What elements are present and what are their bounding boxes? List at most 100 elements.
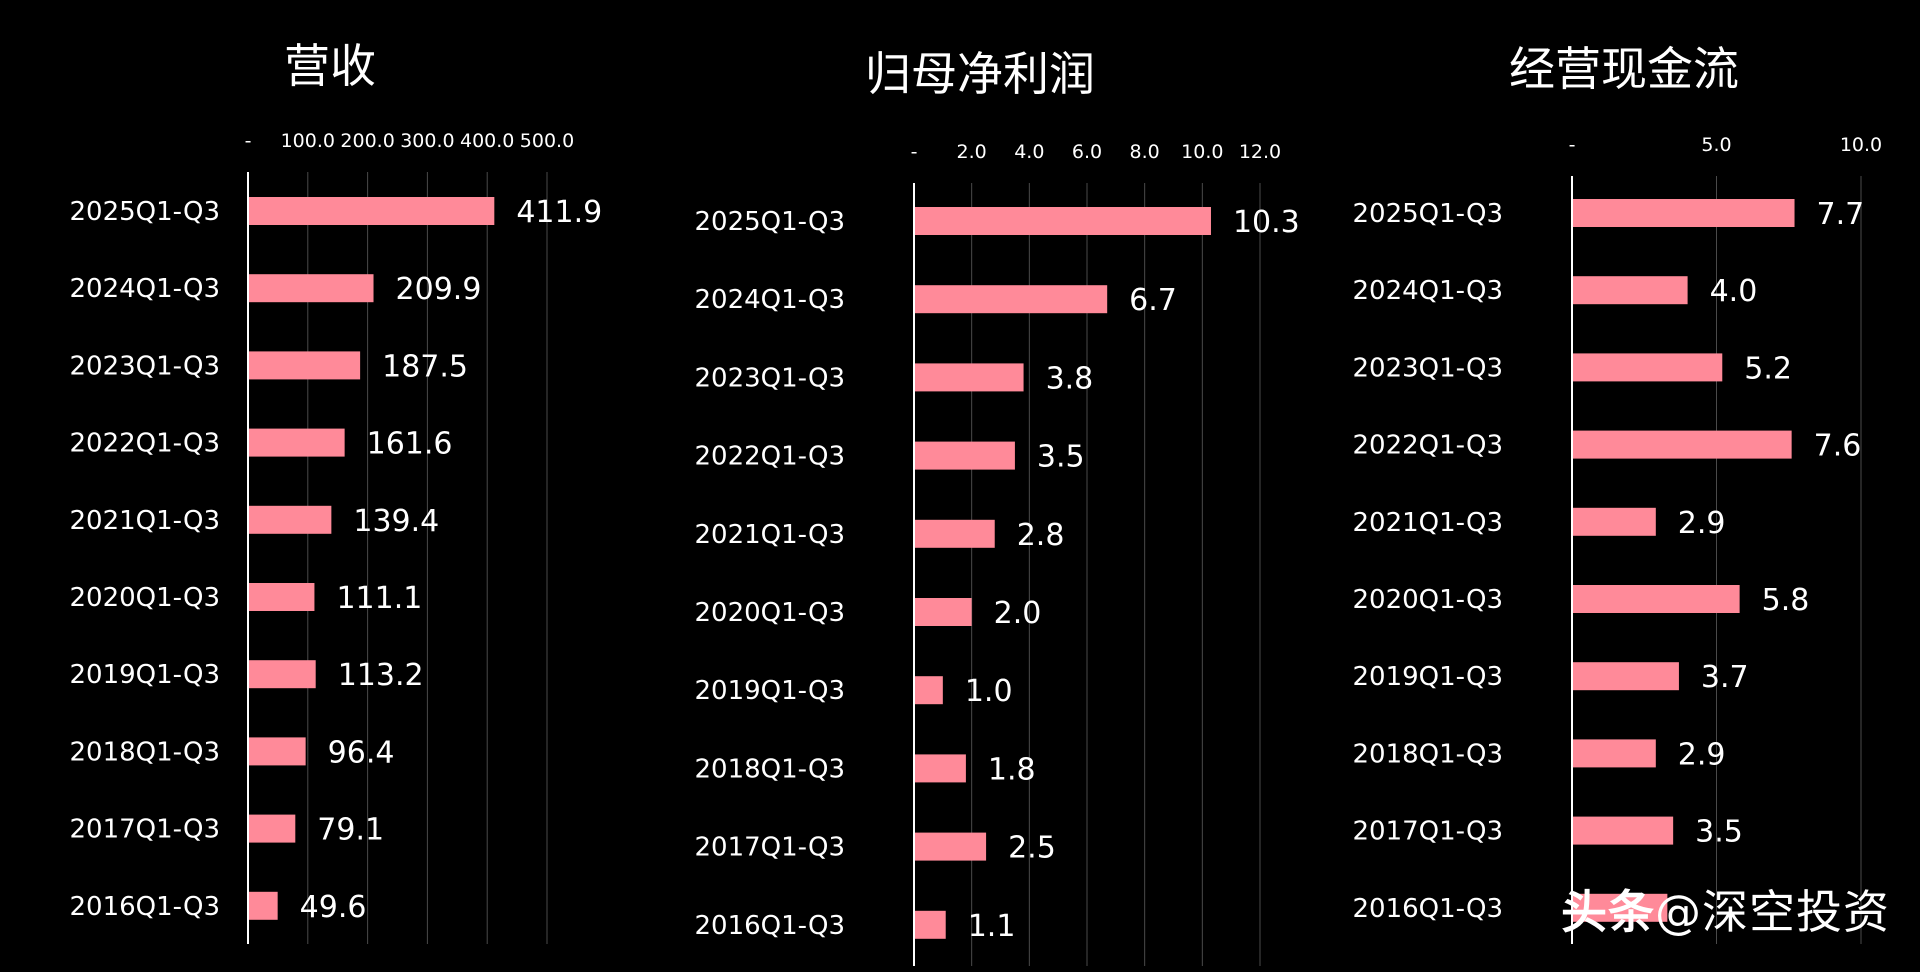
bar	[1572, 585, 1740, 613]
category-label: 2024Q1-Q3	[694, 285, 845, 315]
data-label: 1.1	[968, 909, 1016, 944]
data-label: 4.0	[1710, 274, 1758, 309]
watermark-handle: @深空投资	[1655, 885, 1890, 939]
category-label: 2025Q1-Q3	[1352, 199, 1503, 229]
tick-label: 10.0	[1840, 134, 1882, 156]
tick-label: 8.0	[1130, 141, 1160, 163]
bar	[1572, 893, 1668, 922]
tick-label: 5.0	[1701, 134, 1731, 156]
data-label: 49.6	[300, 890, 367, 925]
category-label: 2023Q1-Q3	[1352, 353, 1503, 383]
bar	[248, 660, 316, 689]
data-label: 7.7	[1817, 197, 1865, 232]
data-label: 79.1	[317, 813, 384, 848]
watermark-brand: 头条	[1561, 885, 1655, 939]
category-label: 2017Q1-Q3	[69, 815, 220, 845]
data-label: 7.6	[1814, 429, 1862, 464]
bar	[1572, 662, 1679, 691]
category-label: 2016Q1-Q3	[694, 911, 845, 941]
category-label: 2020Q1-Q3	[694, 598, 845, 628]
tick-label: -	[911, 141, 918, 163]
data-label: 111.1	[336, 581, 422, 616]
data-label: 1.0	[965, 674, 1013, 709]
data-label: 2.0	[994, 596, 1042, 631]
category-label: 2018Q1-Q3	[694, 754, 845, 784]
category-label: 2016Q1-Q3	[69, 892, 220, 922]
bar	[914, 910, 946, 939]
category-label: 2021Q1-Q3	[694, 520, 845, 550]
data-label: 209.9	[396, 272, 482, 307]
data-label: 5.2	[1744, 351, 1792, 386]
tick-label: -	[245, 130, 252, 152]
data-label: 2.8	[1017, 518, 1065, 553]
tick-label: -	[1569, 134, 1576, 156]
bar	[914, 832, 987, 861]
bar	[914, 754, 966, 783]
bar	[248, 505, 332, 534]
bar	[914, 285, 1108, 314]
category-label: 2019Q1-Q3	[69, 660, 220, 690]
bar	[914, 676, 943, 705]
data-label: 96.4	[328, 735, 395, 770]
tick-label: 6.0	[1072, 141, 1102, 163]
bar	[914, 363, 1024, 392]
category-label: 2018Q1-Q3	[1352, 739, 1503, 769]
bar	[914, 207, 1211, 235]
category-label: 2016Q1-Q3	[1352, 894, 1503, 924]
category-label: 2022Q1-Q3	[69, 429, 220, 459]
data-label: 161.6	[367, 427, 453, 462]
data-label: 3.8	[1046, 361, 1094, 396]
category-label: 2019Q1-Q3	[694, 676, 845, 706]
bar	[1572, 199, 1795, 227]
bar	[914, 598, 972, 626]
bar	[248, 737, 306, 766]
tick-label: 400.0	[460, 130, 514, 152]
bar	[1572, 276, 1688, 305]
category-label: 2023Q1-Q3	[69, 351, 220, 381]
category-label: 2020Q1-Q3	[1352, 585, 1503, 615]
bar	[1572, 739, 1656, 768]
data-label: 139.4	[353, 504, 439, 539]
data-label: 187.5	[382, 349, 468, 384]
category-label: 2021Q1-Q3	[1352, 508, 1503, 538]
data-label: 3.5	[1695, 815, 1743, 850]
data-label: 2.5	[1008, 831, 1056, 866]
bar	[1572, 353, 1723, 382]
category-label: 2020Q1-Q3	[69, 583, 220, 613]
chart-title: 经营现金流	[1509, 42, 1739, 96]
watermark: 头条@深空投资	[1561, 876, 1890, 942]
tick-label: 4.0	[1014, 141, 1044, 163]
data-label: 3.5	[1037, 440, 1085, 475]
category-label: 2017Q1-Q3	[694, 833, 845, 863]
category-label: 2018Q1-Q3	[69, 737, 220, 767]
data-label: 113.2	[338, 658, 424, 693]
tick-label: 10.0	[1181, 141, 1223, 163]
category-label: 2025Q1-Q3	[694, 207, 845, 237]
category-label: 2024Q1-Q3	[69, 274, 220, 304]
bar	[248, 814, 296, 843]
bar	[248, 274, 374, 303]
category-label: 2022Q1-Q3	[694, 442, 845, 472]
data-label: 2.9	[1678, 737, 1726, 772]
tick-label: 2.0	[957, 141, 987, 163]
bar	[914, 441, 1015, 470]
bar	[914, 519, 995, 548]
tick-label: 300.0	[400, 130, 454, 152]
category-label: 2025Q1-Q3	[69, 197, 220, 227]
category-label: 2024Q1-Q3	[1352, 276, 1503, 306]
tick-label: 200.0	[340, 130, 394, 152]
tick-label: 100.0	[281, 130, 335, 152]
category-label: 2022Q1-Q3	[1352, 431, 1503, 461]
bar	[1572, 507, 1656, 536]
tick-label: 12.0	[1239, 141, 1281, 163]
data-label: 1.8	[988, 752, 1036, 787]
data-label: 411.9	[516, 195, 602, 230]
category-label: 2023Q1-Q3	[694, 363, 845, 393]
data-label: 10.3	[1233, 205, 1300, 240]
tick-label: 500.0	[520, 130, 574, 152]
category-label: 2017Q1-Q3	[1352, 817, 1503, 847]
data-label: 3.7	[1701, 660, 1749, 695]
category-label: 2019Q1-Q3	[1352, 662, 1503, 692]
bar	[1572, 430, 1792, 459]
